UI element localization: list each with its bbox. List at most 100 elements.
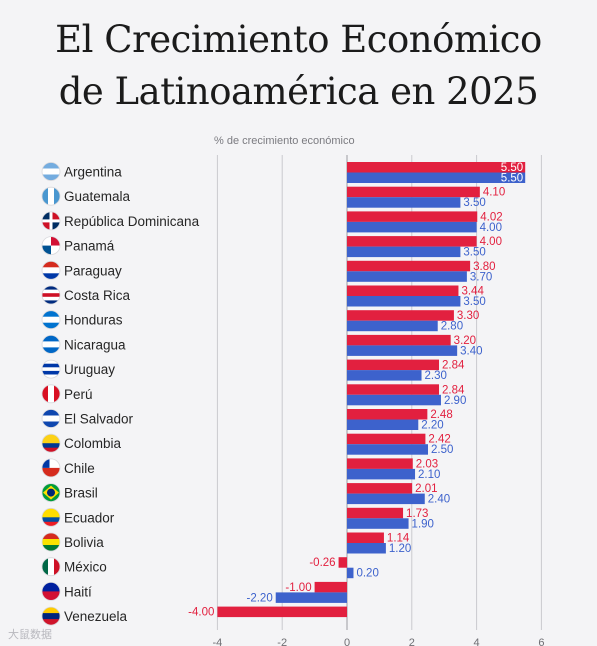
flag-border: [41, 285, 61, 305]
bar-series-2: [347, 370, 422, 381]
chart-subtitle: % de crecimiento económico: [214, 135, 355, 147]
country-label: Chile: [64, 461, 95, 476]
el-salvador-flag-icon: [42, 409, 60, 428]
flag-border: [41, 606, 61, 626]
data-label: -2.20: [247, 592, 273, 604]
ecuador-flag-icon: [42, 508, 60, 527]
nicaragua-flag-icon: [42, 335, 60, 354]
data-label: 4.00: [480, 222, 502, 234]
country-label: Nicaragua: [64, 337, 126, 352]
flag-border: [41, 162, 61, 181]
mexico-flag-icon: [42, 557, 60, 576]
data-label: -4.00: [188, 607, 214, 619]
argentina-flag-icon: [42, 162, 60, 181]
uruguay-flag-icon: [42, 360, 60, 379]
haiti-flag-icon: [42, 582, 60, 601]
flag-border: [41, 260, 61, 280]
data-label: 0.20: [356, 568, 378, 580]
data-label: 1.73: [406, 508, 428, 520]
country-label: Brasil: [64, 486, 98, 501]
bar-series-1: [347, 310, 454, 321]
data-label: 3.50: [463, 296, 485, 308]
country-label: Perú: [64, 387, 93, 402]
flag-border: [41, 557, 61, 577]
data-label: 2.84: [442, 384, 465, 396]
x-tick-label: -2: [277, 637, 287, 646]
country-label: Bolivia: [64, 535, 104, 550]
bar-series-2: [347, 197, 461, 208]
bar-series-1: [347, 236, 477, 247]
data-label: 2.01: [415, 483, 437, 495]
bar-series-2: [347, 444, 428, 455]
data-label: 3.50: [463, 247, 485, 259]
bar-series-2: [347, 468, 416, 480]
bar-series-1: [347, 433, 426, 445]
data-label: 2.48: [430, 409, 452, 421]
data-label: 5.50: [501, 173, 523, 185]
bar-series-1: [347, 409, 428, 420]
data-label: 3.30: [457, 310, 479, 322]
bar-series-2: [347, 493, 425, 505]
bar-series-2: [347, 543, 386, 554]
watermark: 大鼠数据: [8, 629, 52, 641]
chile-flag-icon: [42, 458, 60, 477]
data-label: 2.80: [441, 321, 463, 333]
peru-flag-icon: [42, 384, 60, 403]
title-line-1: El Crecimiento Económico: [55, 18, 542, 61]
country-label: Argentina: [64, 165, 122, 180]
flag-border: [41, 433, 61, 453]
flag-border: [41, 582, 61, 601]
bar-series-1: [347, 162, 526, 173]
colombia-flag-icon: [42, 434, 60, 453]
bar-series-2: [347, 518, 409, 529]
flag-border: [41, 211, 61, 231]
bar-series-1: [347, 359, 440, 371]
data-label: 2.20: [421, 420, 443, 432]
paraguay-flag-icon: [42, 261, 60, 280]
x-tick-label: -4: [213, 637, 223, 646]
data-label: 3.70: [470, 271, 492, 283]
data-label: 2.10: [418, 469, 440, 481]
country-label: Guatemala: [64, 189, 131, 204]
country-label: Ecuador: [64, 510, 115, 525]
brazil-flag-icon: [42, 483, 60, 502]
bar-series-1: [347, 384, 440, 395]
title-line-2: de Latinoamérica en 2025: [58, 70, 539, 113]
data-label: 2.40: [428, 494, 450, 506]
chart-title: El Crecimiento Económico de Latinoaméric…: [0, 14, 597, 118]
country-label: Haití: [64, 584, 92, 599]
bar-series-2: [347, 419, 419, 430]
data-label: 3.44: [461, 286, 484, 298]
venezuela-flag-icon: [42, 607, 60, 626]
bar-series-2: [347, 172, 526, 183]
country-label: Honduras: [64, 313, 123, 328]
bolivia-flag-icon: [42, 533, 60, 551]
country-label: Colombia: [64, 436, 122, 451]
data-label: 2.42: [428, 434, 450, 446]
country-label: El Salvador: [64, 412, 134, 427]
country-label: Panamá: [64, 239, 115, 254]
data-label: 3.80: [473, 261, 495, 273]
bar-series-1: [347, 334, 451, 346]
bar-series-2: [347, 271, 467, 282]
flag-border: [41, 236, 61, 256]
bar-series-2: [347, 345, 458, 356]
bar-series-1: [347, 532, 384, 543]
panama-flag-icon: [42, 236, 60, 255]
data-label: 1.20: [389, 543, 411, 555]
data-label: 2.50: [431, 444, 453, 456]
country-label: Venezuela: [64, 609, 128, 624]
bar-series-1: [314, 581, 347, 593]
flag-border: [41, 507, 61, 527]
data-label: -1.00: [285, 582, 311, 594]
bar-series-2: [275, 592, 347, 603]
x-tick-label: 4: [474, 637, 480, 646]
flag-border: [41, 359, 61, 379]
x-tick-label: 6: [538, 637, 544, 646]
country-label: México: [64, 560, 107, 575]
data-label: 3.20: [454, 335, 476, 347]
data-label: 2.90: [444, 395, 466, 407]
data-label: 5.50: [501, 162, 523, 174]
x-tick-label: 2: [409, 637, 415, 646]
